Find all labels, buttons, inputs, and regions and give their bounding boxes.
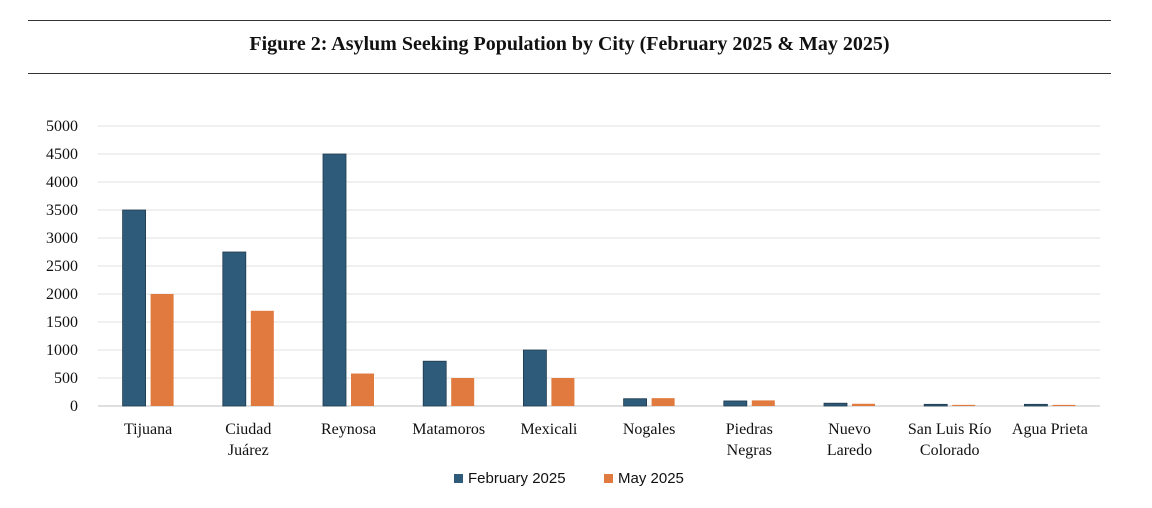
- bar: [623, 398, 647, 407]
- y-tick-label: 0: [70, 398, 78, 415]
- bar: [523, 349, 547, 407]
- x-category-label: Nuevo Laredo: [827, 421, 872, 459]
- bar: [952, 404, 976, 406]
- bar: [823, 402, 848, 407]
- x-category-label: Piedras Negras: [726, 421, 773, 459]
- bar: [222, 251, 247, 407]
- y-tick-label: 3500: [46, 202, 78, 219]
- bar: [451, 378, 475, 406]
- bar: [651, 398, 675, 406]
- y-tick-label: 500: [54, 370, 78, 387]
- x-category-label: Mexicali: [520, 421, 577, 438]
- y-tick-label: 2500: [46, 258, 78, 275]
- chart-title: Figure 2: Asylum Seeking Population by C…: [249, 33, 890, 55]
- legend-swatch: [454, 474, 463, 483]
- legend-swatch: [604, 474, 613, 483]
- bar: [723, 400, 748, 407]
- bar: [351, 373, 374, 406]
- bar: [422, 360, 447, 407]
- top-rule: [28, 20, 1111, 21]
- x-category-label: Nogales: [623, 421, 675, 438]
- bar: [1024, 403, 1048, 407]
- x-category-label: Agua Prieta: [1012, 421, 1088, 438]
- bar: [250, 310, 274, 406]
- y-tick-label: 5000: [46, 118, 78, 135]
- x-category-label: Ciudad Juárez: [225, 421, 271, 459]
- y-tick-label: 3000: [46, 230, 78, 247]
- x-category-label: Reynosa: [321, 421, 376, 438]
- title-bottom-rule: [28, 73, 1111, 74]
- y-tick-label: 2000: [46, 286, 78, 303]
- y-tick-label: 1500: [46, 314, 78, 331]
- bar: [122, 209, 146, 407]
- bar: [551, 378, 575, 406]
- bar: [923, 403, 948, 407]
- bar: [150, 294, 174, 406]
- bar: [852, 403, 875, 406]
- x-category-label: Tijuana: [124, 421, 172, 438]
- legend-label: February 2025: [468, 470, 566, 487]
- y-tick-label: 4000: [46, 174, 78, 191]
- y-tick-label: 1000: [46, 342, 78, 359]
- bar: [751, 400, 775, 406]
- y-tick-label: 4500: [46, 146, 78, 163]
- x-category-label: San Luis Río Colorado: [908, 421, 992, 459]
- x-category-label: Matamoros: [412, 421, 485, 438]
- bar: [322, 153, 347, 407]
- legend-label: May 2025: [618, 470, 684, 487]
- bar: [1052, 404, 1076, 406]
